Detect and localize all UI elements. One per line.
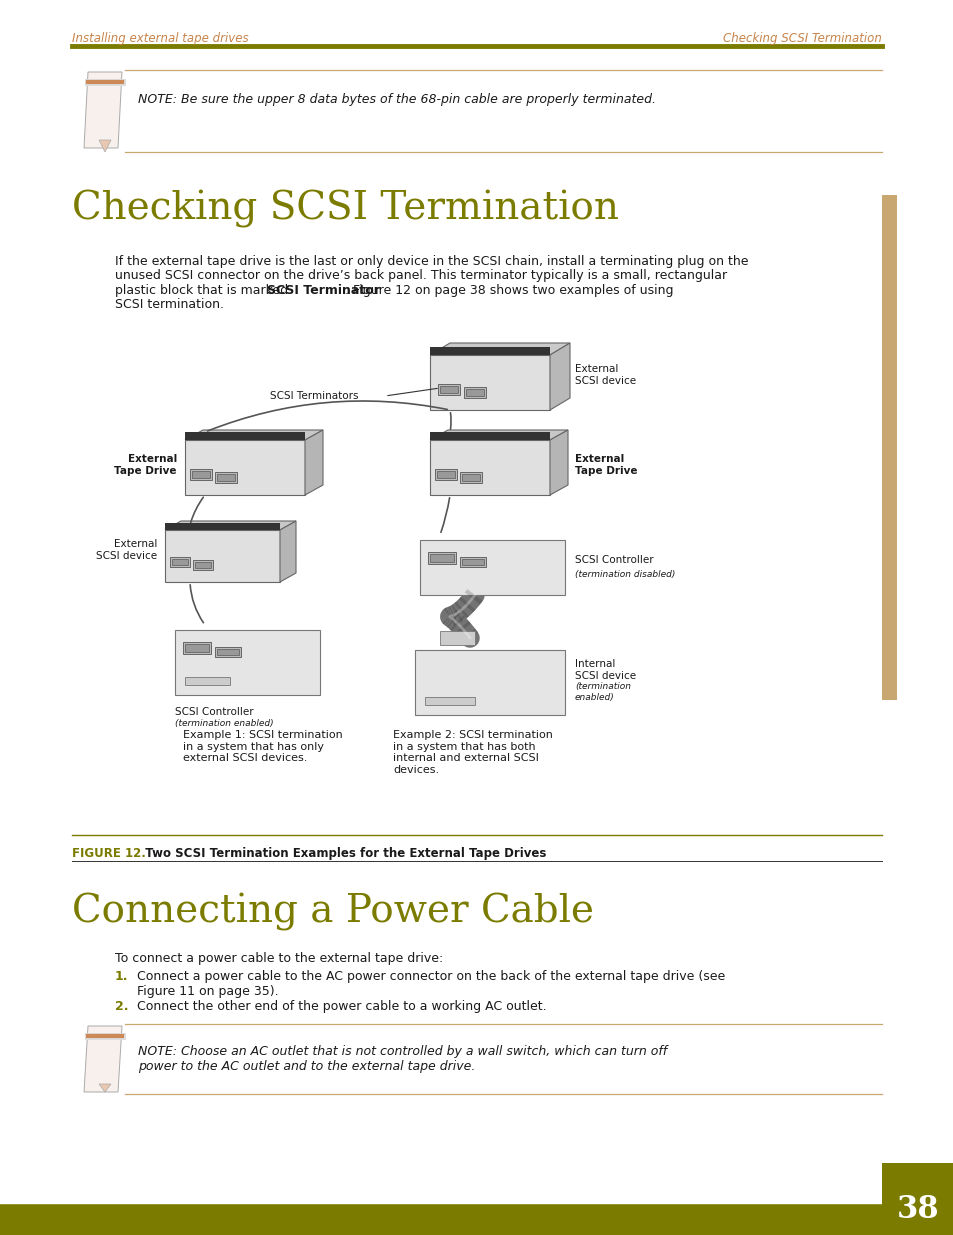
FancyBboxPatch shape [0,1207,882,1235]
FancyBboxPatch shape [214,647,241,657]
FancyBboxPatch shape [214,472,236,483]
Text: Connecting a Power Cable: Connecting a Power Cable [71,893,594,931]
Text: NOTE: Be sure the upper 8 data bytes of the 68-pin cable are properly terminated: NOTE: Be sure the upper 8 data bytes of … [138,94,656,106]
Polygon shape [550,430,567,495]
Polygon shape [430,354,550,410]
FancyBboxPatch shape [435,469,456,480]
Text: . Figure 12 on page 38 shows two examples of using: . Figure 12 on page 38 shows two example… [345,284,673,296]
Text: SCSI termination.: SCSI termination. [115,299,224,311]
FancyBboxPatch shape [428,552,456,564]
Polygon shape [84,72,122,148]
Text: To connect a power cable to the external tape drive:: To connect a power cable to the external… [115,952,443,965]
FancyBboxPatch shape [185,432,305,440]
Polygon shape [84,1026,122,1092]
FancyBboxPatch shape [439,387,457,393]
Text: External
Tape Drive: External Tape Drive [575,454,637,475]
Text: Two SCSI Termination Examples for the External Tape Drives: Two SCSI Termination Examples for the Ex… [137,847,546,860]
FancyBboxPatch shape [459,472,481,483]
Polygon shape [550,343,569,410]
Polygon shape [99,1084,111,1092]
Text: (termination disabled): (termination disabled) [575,569,675,578]
Text: (termination
enabled): (termination enabled) [575,682,630,701]
Text: SCSI Controller: SCSI Controller [174,706,253,718]
Polygon shape [430,440,550,495]
Polygon shape [185,430,323,440]
Text: (termination enabled): (termination enabled) [174,719,274,727]
Text: Connect the other end of the power cable to a working AC outlet.: Connect the other end of the power cable… [137,1000,546,1013]
Polygon shape [165,530,280,582]
FancyBboxPatch shape [192,471,210,478]
FancyBboxPatch shape [463,387,485,398]
FancyBboxPatch shape [172,559,188,564]
Text: External
SCSI device: External SCSI device [95,540,157,561]
Text: FIGURE 12.: FIGURE 12. [71,847,146,860]
FancyBboxPatch shape [185,677,230,685]
FancyBboxPatch shape [415,650,564,715]
Polygon shape [99,140,111,152]
FancyBboxPatch shape [193,559,213,571]
Text: unused SCSI connector on the drive’s back panel. This terminator typically is a : unused SCSI connector on the drive’s bac… [115,269,726,283]
FancyBboxPatch shape [430,555,454,562]
FancyBboxPatch shape [190,469,212,480]
Text: Internal
SCSI device: Internal SCSI device [575,659,636,680]
FancyBboxPatch shape [461,474,479,480]
Polygon shape [305,430,323,495]
FancyBboxPatch shape [439,631,475,645]
Text: Example 1: SCSI termination
in a system that has only
external SCSI devices.: Example 1: SCSI termination in a system … [183,730,342,763]
FancyBboxPatch shape [436,471,455,478]
Polygon shape [280,521,295,582]
Text: Checking SCSI Termination: Checking SCSI Termination [71,190,618,228]
Text: Checking SCSI Termination: Checking SCSI Termination [722,32,882,44]
Text: SCSI Controller: SCSI Controller [575,555,653,564]
Text: plastic block that is marked: plastic block that is marked [115,284,292,296]
FancyBboxPatch shape [430,347,550,354]
Text: External
Tape Drive: External Tape Drive [114,454,177,475]
FancyBboxPatch shape [424,697,475,705]
Text: SCSI Terminators: SCSI Terminators [270,391,358,401]
FancyBboxPatch shape [459,557,485,567]
Polygon shape [185,440,305,495]
Text: NOTE: Choose an AC outlet that is not controlled by a wall switch, which can tur: NOTE: Choose an AC outlet that is not co… [138,1045,666,1073]
Text: SCSI Terminator: SCSI Terminator [267,284,379,296]
FancyBboxPatch shape [216,474,234,480]
Text: 2.: 2. [115,1000,129,1013]
FancyBboxPatch shape [183,642,211,655]
Polygon shape [165,521,295,530]
FancyBboxPatch shape [170,557,190,567]
FancyBboxPatch shape [882,195,896,700]
FancyBboxPatch shape [430,432,550,440]
Polygon shape [430,430,567,440]
FancyBboxPatch shape [216,650,239,655]
Text: Connect a power cable to the AC power connector on the back of the external tape: Connect a power cable to the AC power co… [137,969,724,998]
Polygon shape [430,343,569,354]
FancyBboxPatch shape [174,630,319,695]
Text: 38: 38 [896,1194,939,1225]
Text: Example 2: SCSI termination
in a system that has both
internal and external SCSI: Example 2: SCSI termination in a system … [393,730,553,774]
FancyBboxPatch shape [437,384,459,395]
FancyBboxPatch shape [465,389,483,396]
FancyBboxPatch shape [165,522,280,530]
FancyBboxPatch shape [461,559,483,564]
Text: Installing external tape drives: Installing external tape drives [71,32,249,44]
FancyBboxPatch shape [194,562,211,568]
FancyBboxPatch shape [882,1163,953,1235]
FancyBboxPatch shape [185,643,209,652]
Text: External
SCSI device: External SCSI device [575,364,636,385]
FancyBboxPatch shape [419,540,564,595]
Text: If the external tape drive is the last or only device in the SCSI chain, install: If the external tape drive is the last o… [115,254,748,268]
Text: 1.: 1. [115,969,129,983]
